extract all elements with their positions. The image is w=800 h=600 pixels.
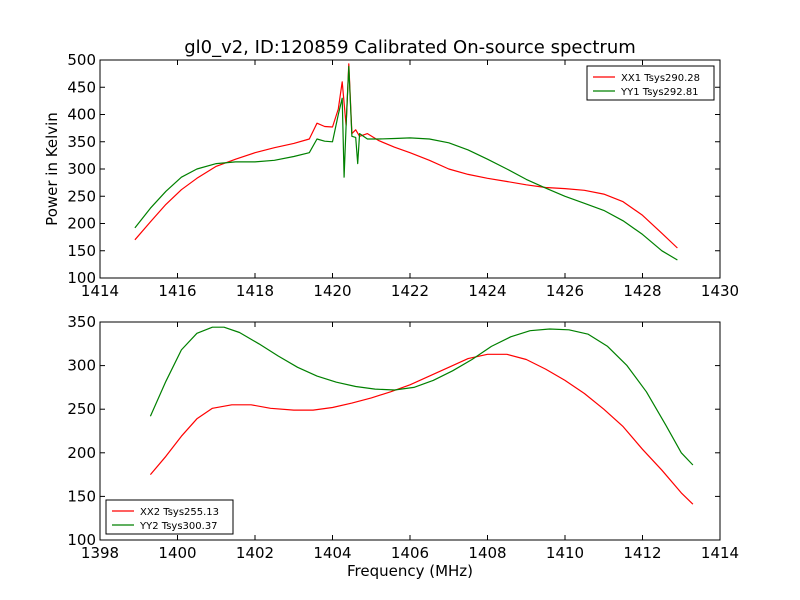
y-tick-label: 350 (67, 313, 96, 331)
y-tick-label: 250 (67, 400, 96, 418)
y-tick-label: 200 (67, 215, 96, 233)
y-tick-label: 350 (67, 133, 96, 151)
chart-title: gl0_v2, ID:120859 Calibrated On-source s… (184, 37, 636, 58)
y-tick-label: 200 (67, 444, 96, 462)
legend-entry: YY1 Tsys292.81 (620, 87, 699, 98)
y-tick-label: 150 (67, 242, 96, 260)
y-tick-label: 450 (67, 78, 96, 96)
x-tick-label: 1426 (546, 282, 584, 300)
y-tick-label: 100 (67, 269, 96, 287)
y-tick-label: 500 (67, 51, 96, 69)
y-tick-label: 150 (67, 487, 96, 505)
legend-box (105, 499, 234, 535)
series-line-2 (149, 326, 694, 466)
legend-entry: YY2 Tsys300.37 (139, 521, 218, 532)
y-tick-label: 100 (67, 531, 96, 549)
spectrum-chart-2: 1398 1400 1402 1404 1406 1408 1410 1412 1414 100 1… (67, 313, 739, 580)
x-axis-label: Frequency (MHz) (347, 562, 473, 580)
legend-entry: XX1 Tsys290.28 (621, 73, 700, 84)
x-tick-label: 1404 (313, 544, 351, 562)
x-tick-label: 1402 (236, 544, 274, 562)
x-tick-label: 1424 (468, 282, 506, 300)
y-tick-label: 400 (67, 106, 96, 124)
x-tick-label: 1414 (701, 544, 739, 562)
x-tick-label: 1408 (468, 544, 506, 562)
x-tick-label: 1400 (158, 544, 196, 562)
x-tick-label: 1422 (391, 282, 429, 300)
x-tick-label: 1412 (623, 544, 661, 562)
y-tick-label: 300 (67, 160, 96, 178)
x-tick-label: 1406 (391, 544, 429, 562)
x-tick-label: 1420 (313, 282, 351, 300)
y-tick-label: 300 (67, 357, 96, 375)
x-tick-label: 1428 (623, 282, 661, 300)
y-axis-label: Power in Kelvin (43, 112, 61, 226)
legend-box (586, 65, 715, 101)
x-tick-label: 1418 (236, 282, 274, 300)
series-line-1 (149, 353, 694, 505)
x-tick-label: 1410 (546, 544, 584, 562)
series-line-2 (134, 65, 678, 261)
x-tick-label: 1414 (81, 282, 119, 300)
series-line-1 (134, 63, 678, 249)
legend: XX1 Tsys290.28 YY1 Tsys292.81 (586, 65, 715, 101)
spectrum-chart-1: 1414 1416 1418 1420 1422 1424 1426 1428 1430 100 1… (43, 51, 739, 300)
x-tick-label: 1430 (701, 282, 739, 300)
y-tick-label: 250 (67, 187, 96, 205)
legend: XX2 Tsys255.13 YY2 Tsys300.37 (105, 499, 234, 535)
x-tick-label: 1416 (158, 282, 196, 300)
legend-entry: XX2 Tsys255.13 (140, 507, 219, 518)
x-tick-label: 1398 (81, 544, 119, 562)
